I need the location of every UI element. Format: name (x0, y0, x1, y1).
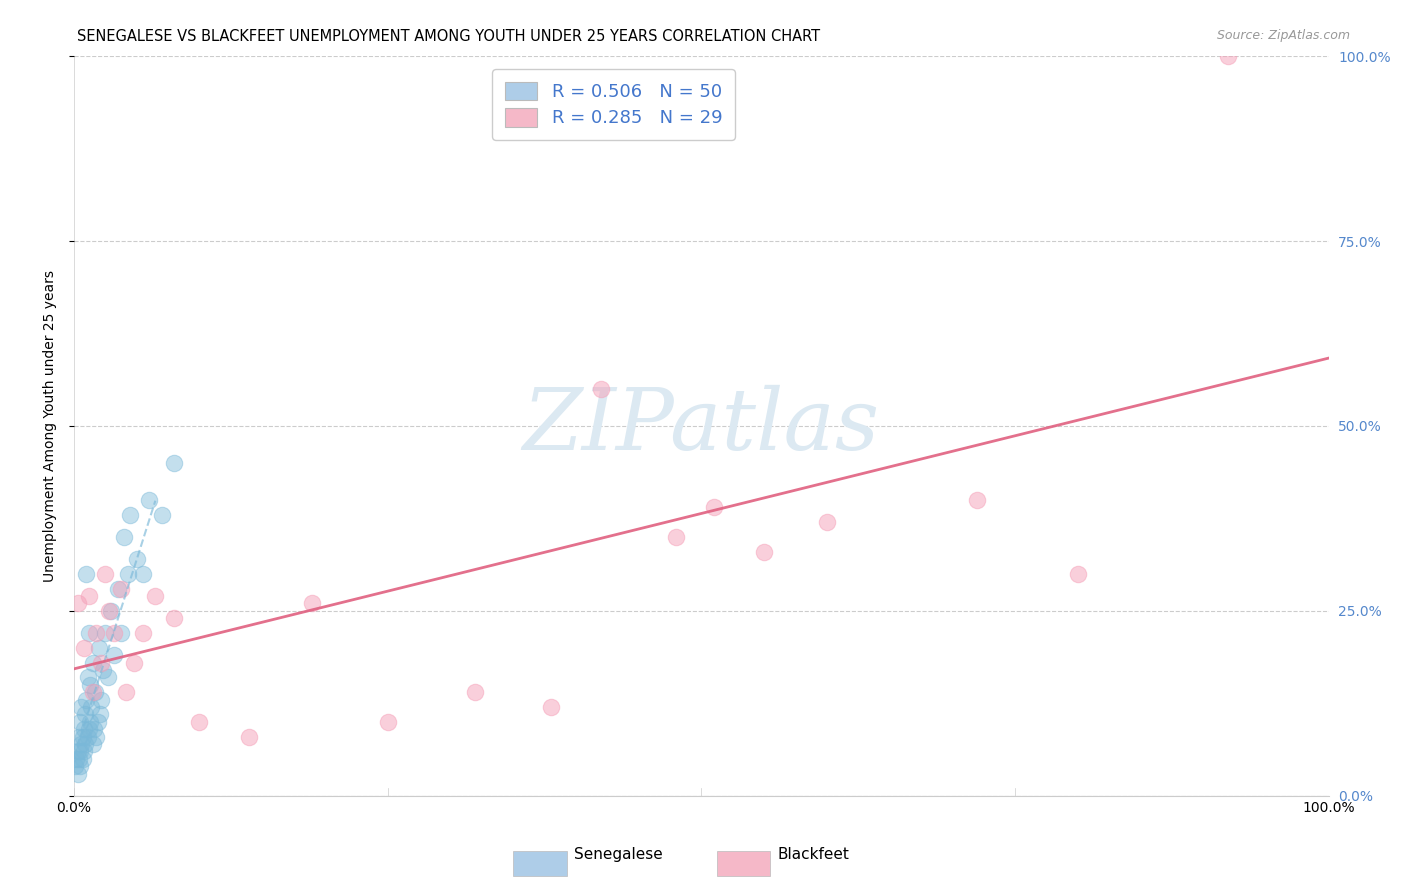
Point (103, 648, 125, 663)
Point (70, 737, 93, 751)
Text: ZIPatlas: ZIPatlas (523, 384, 880, 467)
Point (63, 759, 86, 773)
Point (163, 611, 186, 625)
Point (86, 730, 108, 744)
Point (115, 685, 138, 699)
Point (815, 515, 838, 529)
Point (69, 714, 91, 729)
Point (540, 700, 562, 714)
Point (82, 737, 104, 751)
Text: Senegalese: Senegalese (574, 847, 662, 862)
Point (238, 730, 260, 744)
Point (65, 752, 87, 766)
Point (67, 730, 90, 744)
Point (301, 596, 323, 610)
Text: Source: ZipAtlas.com: Source: ZipAtlas.com (1216, 29, 1350, 42)
Point (110, 626, 132, 640)
Point (90, 692, 112, 706)
Point (76, 670, 98, 684)
Point (77, 626, 100, 640)
Point (86, 714, 108, 729)
Point (1066, 566, 1088, 581)
Y-axis label: Unemployment Among Youth under 25 years: Unemployment Among Youth under 25 years (44, 270, 58, 582)
Point (132, 566, 155, 581)
Point (112, 530, 135, 544)
Point (138, 492, 160, 507)
Point (66, 766, 89, 780)
Point (589, 382, 612, 396)
Point (117, 566, 139, 581)
Point (77, 722, 100, 736)
Point (80, 700, 103, 714)
Point (464, 685, 486, 699)
Point (966, 492, 988, 507)
Point (90, 656, 112, 670)
Point (75, 737, 97, 751)
Point (94, 566, 117, 581)
Point (72, 730, 94, 744)
Point (73, 640, 96, 655)
Point (110, 582, 132, 596)
Point (120, 508, 142, 522)
Point (377, 714, 399, 729)
Point (82, 685, 104, 699)
Point (66, 596, 89, 610)
Point (89, 707, 111, 722)
Point (69, 759, 91, 773)
Point (125, 552, 148, 566)
Point (69, 744, 91, 758)
Point (83, 722, 105, 736)
Point (122, 656, 145, 670)
Point (100, 604, 122, 618)
Point (703, 500, 725, 515)
Point (82, 656, 104, 670)
Point (75, 707, 97, 722)
Point (665, 530, 688, 544)
Point (73, 722, 96, 736)
Point (752, 544, 775, 558)
Point (77, 589, 100, 603)
Point (91, 663, 114, 677)
Text: Blackfeet: Blackfeet (778, 847, 849, 862)
Point (67, 752, 90, 766)
Point (1218, 49, 1240, 63)
Point (79, 678, 101, 692)
Point (97, 604, 120, 618)
Point (143, 589, 166, 603)
Point (163, 456, 186, 470)
Point (94, 626, 117, 640)
Point (70, 700, 93, 714)
Point (103, 626, 125, 640)
Point (66, 744, 89, 758)
Point (86, 626, 108, 640)
Legend: R = 0.506   N = 50, R = 0.285   N = 29: R = 0.506 N = 50, R = 0.285 N = 29 (492, 69, 735, 140)
Point (76, 730, 98, 744)
Point (97, 670, 120, 684)
Point (75, 692, 97, 706)
Point (150, 508, 173, 522)
Point (84, 685, 107, 699)
Point (107, 582, 129, 596)
Point (132, 626, 155, 640)
Point (87, 640, 110, 655)
Point (79, 714, 101, 729)
Point (188, 714, 211, 729)
Point (75, 566, 97, 581)
Point (73, 744, 96, 758)
Text: SENEGALESE VS BLACKFEET UNEMPLOYMENT AMONG YOUTH UNDER 25 YEARS CORRELATION CHAR: SENEGALESE VS BLACKFEET UNEMPLOYMENT AMO… (77, 29, 821, 44)
Point (72, 752, 94, 766)
